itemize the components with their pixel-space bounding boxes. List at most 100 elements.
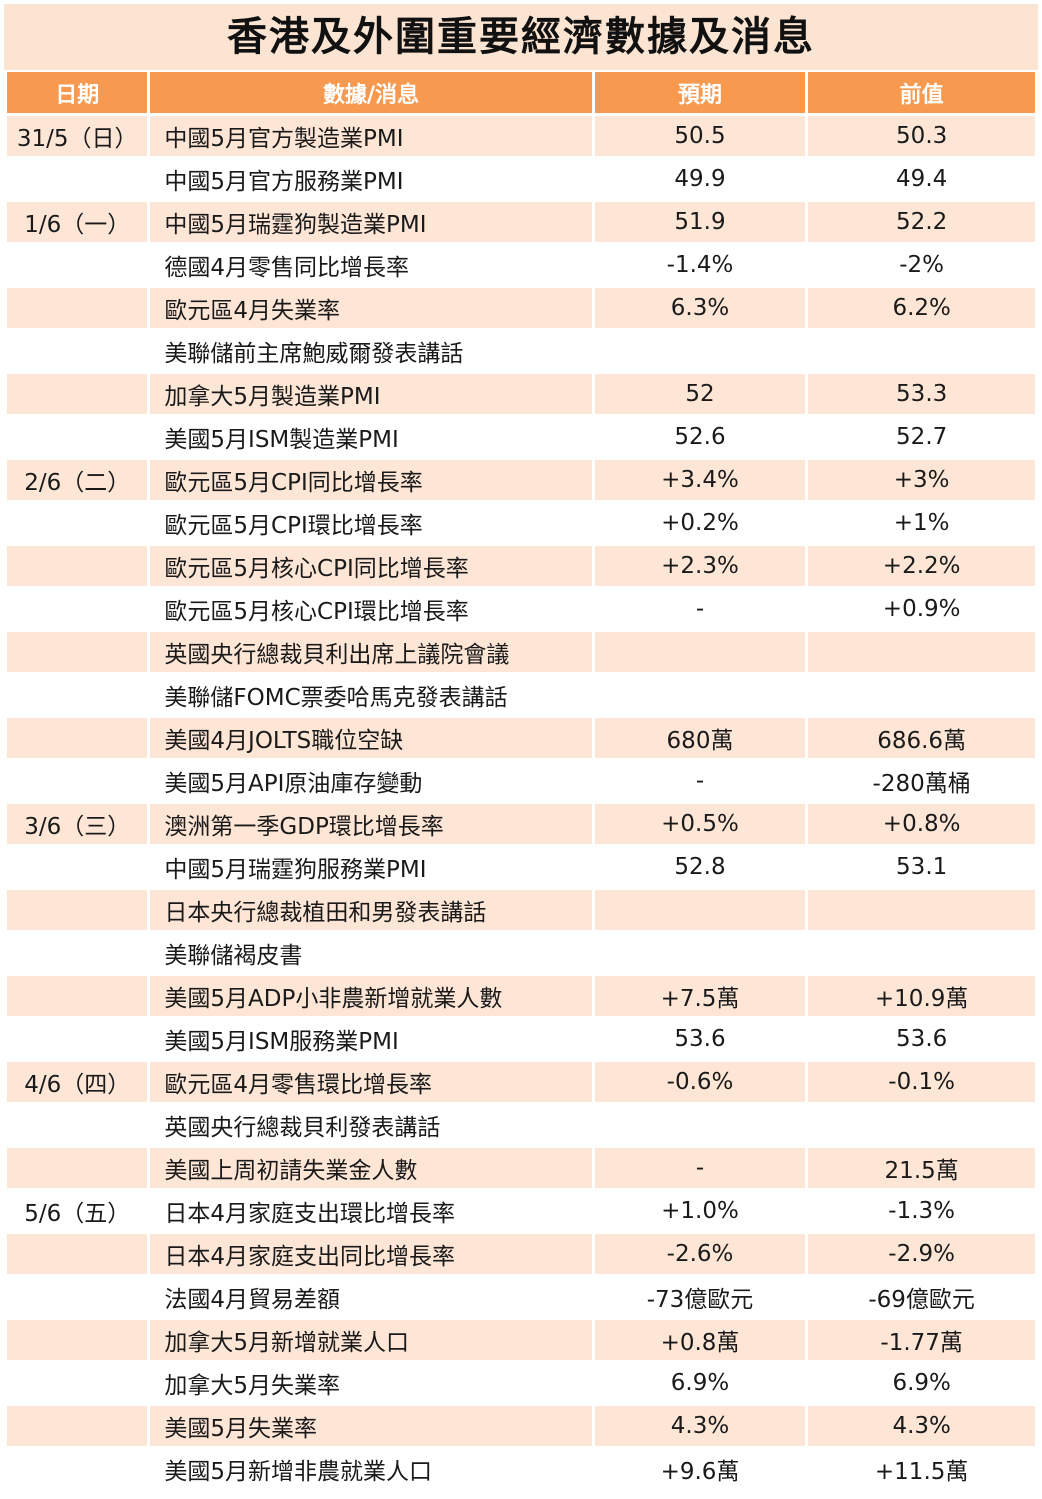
cell-date	[7, 1449, 148, 1492]
table-row: 美國4月JOLTS職位空缺 680萬 686.6萬	[7, 718, 1035, 761]
cell-date	[7, 1406, 148, 1449]
cell-previous: +0.8%	[808, 804, 1035, 847]
cell-previous: +2.2%	[808, 546, 1035, 589]
cell-date	[7, 1320, 148, 1363]
cell-expected: -2.6%	[594, 1234, 806, 1277]
table-row: 2/6（二） 歐元區5月CPI同比增長率 +3.4% +3%	[7, 460, 1035, 503]
cell-item: 美聯儲褐皮書	[150, 933, 592, 976]
cell-date	[7, 1234, 148, 1277]
cell-expected: +0.2%	[594, 503, 806, 546]
cell-date	[7, 1363, 148, 1406]
cell-item: 加拿大5月新增就業人口	[150, 1320, 592, 1363]
cell-previous: 53.1	[808, 847, 1035, 890]
cell-expected	[594, 632, 806, 675]
cell-previous: +11.5萬	[808, 1449, 1035, 1492]
cell-previous: -2.9%	[808, 1234, 1035, 1277]
cell-date: 2/6（二）	[7, 460, 148, 503]
table-row: 美聯儲FOMC票委哈馬克發表講話	[7, 675, 1035, 718]
cell-expected: +2.3%	[594, 546, 806, 589]
table-row: 5/6（五） 日本4月家庭支出環比增長率 +1.0% -1.3%	[7, 1191, 1035, 1234]
economic-data-table: 日期 數據/消息 預期 前值 31/5（日） 中國5月官方製造業PMI 50.5 50…	[4, 72, 1038, 1492]
table-row: 美國5月新增非農就業人口 +9.6萬 +11.5萬	[7, 1449, 1035, 1492]
cell-previous	[808, 331, 1035, 374]
table-row: 日本4月家庭支出同比增長率 -2.6% -2.9%	[7, 1234, 1035, 1277]
cell-date	[7, 503, 148, 546]
cell-date	[7, 417, 148, 460]
cell-previous: 50.3	[808, 116, 1035, 159]
cell-date	[7, 374, 148, 417]
cell-expected	[594, 675, 806, 718]
cell-previous: 52.7	[808, 417, 1035, 460]
table-row: 3/6（三） 澳洲第一季GDP環比增長率 +0.5% +0.8%	[7, 804, 1035, 847]
cell-previous	[808, 890, 1035, 933]
table-row: 美國5月失業率 4.3% 4.3%	[7, 1406, 1035, 1449]
cell-previous: +1%	[808, 503, 1035, 546]
cell-expected: -73億歐元	[594, 1277, 806, 1320]
cell-item: 法國4月貿易差額	[150, 1277, 592, 1320]
cell-expected: +7.5萬	[594, 976, 806, 1019]
cell-expected: 52	[594, 374, 806, 417]
cell-item: 英國央行總裁貝利發表講話	[150, 1105, 592, 1148]
cell-date: 5/6（五）	[7, 1191, 148, 1234]
table-row: 美國5月ISM服務業PMI 53.6 53.6	[7, 1019, 1035, 1062]
cell-item: 美國5月新增非農就業人口	[150, 1449, 592, 1492]
cell-previous: 53.3	[808, 374, 1035, 417]
table-row: 美國5月API原油庫存變動 - -280萬桶	[7, 761, 1035, 804]
cell-date	[7, 933, 148, 976]
table-row: 加拿大5月失業率 6.9% 6.9%	[7, 1363, 1035, 1406]
cell-previous: -280萬桶	[808, 761, 1035, 804]
cell-date: 31/5（日）	[7, 116, 148, 159]
cell-item: 中國5月瑞霆狗服務業PMI	[150, 847, 592, 890]
cell-expected: +1.0%	[594, 1191, 806, 1234]
cell-expected: -	[594, 1148, 806, 1191]
cell-expected: 53.6	[594, 1019, 806, 1062]
cell-expected: -1.4%	[594, 245, 806, 288]
cell-date	[7, 976, 148, 1019]
cell-item: 美聯儲前主席鮑威爾發表講話	[150, 331, 592, 374]
table-row: 歐元區4月失業率 6.3% 6.2%	[7, 288, 1035, 331]
column-header-expected: 預期	[594, 72, 806, 116]
cell-date	[7, 675, 148, 718]
cell-previous: 49.4	[808, 159, 1035, 202]
table-row: 加拿大5月製造業PMI 52 53.3	[7, 374, 1035, 417]
table-body: 31/5（日） 中國5月官方製造業PMI 50.5 50.3 中國5月官方服務業PMI 4…	[7, 116, 1035, 1492]
table-row: 中國5月官方服務業PMI 49.9 49.4	[7, 159, 1035, 202]
cell-item: 加拿大5月失業率	[150, 1363, 592, 1406]
cell-expected	[594, 331, 806, 374]
cell-item: 美國5月ISM服務業PMI	[150, 1019, 592, 1062]
cell-date	[7, 761, 148, 804]
cell-date	[7, 1277, 148, 1320]
cell-date: 1/6（一）	[7, 202, 148, 245]
table-row: 美聯儲褐皮書	[7, 933, 1035, 976]
cell-item: 日本央行總裁植田和男發表講話	[150, 890, 592, 933]
cell-previous: 53.6	[808, 1019, 1035, 1062]
cell-date: 4/6（四）	[7, 1062, 148, 1105]
table-row: 德國4月零售同比增長率 -1.4% -2%	[7, 245, 1035, 288]
cell-expected: 6.9%	[594, 1363, 806, 1406]
cell-date	[7, 245, 148, 288]
cell-item: 美國5月ISM製造業PMI	[150, 417, 592, 460]
cell-expected	[594, 933, 806, 976]
column-header-previous: 前值	[808, 72, 1035, 116]
cell-date	[7, 1019, 148, 1062]
cell-item: 中國5月官方服務業PMI	[150, 159, 592, 202]
cell-expected: 4.3%	[594, 1406, 806, 1449]
table-row: 美國5月ADP小非農新增就業人數 +7.5萬 +10.9萬	[7, 976, 1035, 1019]
cell-date	[7, 159, 148, 202]
cell-item: 歐元區5月核心CPI同比增長率	[150, 546, 592, 589]
cell-previous: +3%	[808, 460, 1035, 503]
cell-previous: +0.9%	[808, 589, 1035, 632]
cell-item: 美聯儲FOMC票委哈馬克發表講話	[150, 675, 592, 718]
cell-date	[7, 1148, 148, 1191]
cell-expected: 50.5	[594, 116, 806, 159]
table-row: 法國4月貿易差額 -73億歐元 -69億歐元	[7, 1277, 1035, 1320]
cell-item: 澳洲第一季GDP環比增長率	[150, 804, 592, 847]
cell-date	[7, 847, 148, 890]
cell-previous: 6.9%	[808, 1363, 1035, 1406]
cell-expected: +3.4%	[594, 460, 806, 503]
cell-expected	[594, 890, 806, 933]
cell-item: 美國5月API原油庫存變動	[150, 761, 592, 804]
cell-date: 3/6（三）	[7, 804, 148, 847]
cell-previous	[808, 1105, 1035, 1148]
